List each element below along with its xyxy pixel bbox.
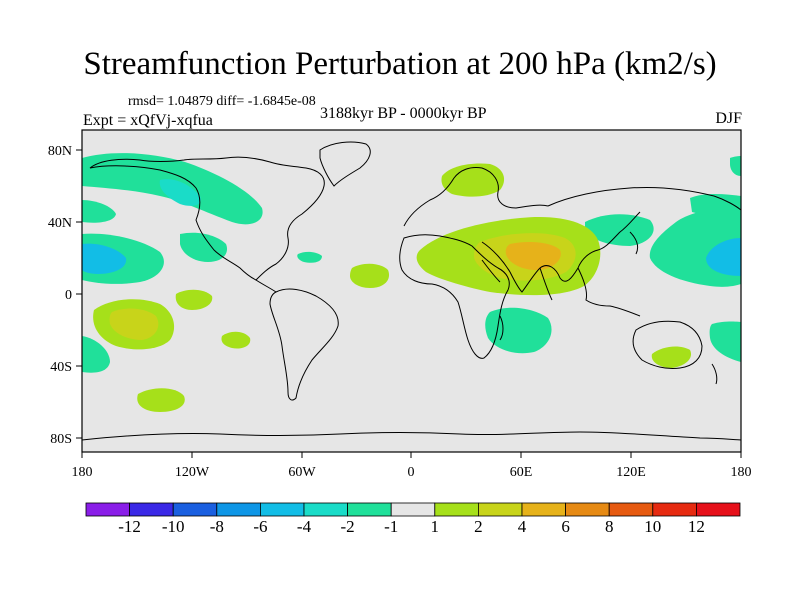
experiment-label: Expt = xQfVj-xqfua [83,112,213,129]
colorbar-label: 6 [561,517,570,536]
coast-asia [481,186,741,293]
coast-south-america [269,288,339,401]
pos-region-south-pacific-low [137,388,185,412]
pos-region-africa-west [350,263,390,288]
lat-axis: 80N 40N 0 40S 80S [48,144,82,447]
pos-region-australia-south [651,346,692,368]
lon-tick-label: 180 [731,465,752,480]
lon-tick-label: 60W [288,465,316,480]
colorbar-label: -12 [118,517,141,536]
colorbar-label: -1 [384,517,398,536]
colorbar-swatch [216,502,261,517]
colorbar-swatch [565,502,610,517]
colorbar-swatch [390,502,436,517]
colorbar-label: 2 [474,517,483,536]
neg-region-caribbean [297,251,322,263]
contour-fills [82,153,741,412]
coast-new-zealand [711,363,718,385]
coast-madagascar [499,315,504,341]
coast-greenland [319,141,371,187]
colorbar-swatch [129,502,174,517]
neg-region-east-pacific-north [690,194,741,217]
lat-tick-label: 80N [48,144,72,159]
coast-antarctica [82,431,741,441]
colorbar-swatch [652,502,697,517]
coast-africa [399,234,510,359]
lat-tick-label: 40N [48,216,72,231]
lat-tick-label: 0 [65,288,72,303]
colorbar-label: 10 [644,517,661,536]
colorbar-swatch [85,502,130,517]
pos-region-scandinavia [441,163,505,197]
neg-region-north-pacific-core [159,179,201,206]
colorbar-label: 4 [518,517,527,536]
lat-tick-label: 80S [50,432,72,447]
lon-tick-label: 180 [72,465,93,480]
pos-region-south-pacific-core [109,308,159,340]
coastlines [82,141,741,441]
neg-region-south-west [82,336,110,373]
coast-central-america [255,279,277,293]
colorbar-swatch [259,502,305,517]
colorbar: -12 -10 -8 -6 -4 -2 -1 1 2 4 6 8 10 12 [85,502,741,536]
colorbar-swatch [172,502,218,517]
colorbar-label: -8 [210,517,224,536]
colorbar-label: -2 [341,517,355,536]
coast-north-america [89,156,325,281]
season-label: DJF [715,110,742,127]
lat-tick-label: 40S [50,360,72,375]
neg-region-mexico [180,232,228,262]
lon-tick-label: 120E [616,465,646,480]
coast-arabia-india [481,259,553,301]
colorbar-swatch [608,502,654,517]
neg-region-south-east [709,321,741,362]
colorbar-label: -10 [162,517,185,536]
colorbar-swatch [347,502,392,517]
plot-title: Streamfunction Perturbation at 200 hPa (… [83,46,717,82]
colorbar-swatch [696,502,741,517]
coast-europe [403,167,549,227]
stats-line: rmsd= 1.04879 diff= -1.6845e-08 [128,94,316,109]
neg-region-east-pacific-core [706,238,741,276]
lon-tick-label: 60E [510,465,533,480]
lon-tick-label: 120W [175,465,210,480]
colorbar-label: 1 [431,517,440,536]
neg-region-west-pacific-core [82,243,127,274]
period-label: 3188kyr BP - 0000kyr BP [320,105,487,122]
pos-region-south-america-east [221,331,251,349]
colorbar-swatch [303,502,348,517]
neg-region-japan [585,214,654,246]
colorbar-swatch [477,502,523,517]
colorbar-swatch [434,502,479,517]
coast-japan [629,231,639,255]
colorbar-label: 8 [605,517,614,536]
neg-region-east-edge [730,156,741,176]
pos-region-asia-core [505,242,561,270]
lon-tick-label: 0 [408,465,415,480]
coast-australia [632,320,703,369]
coast-southeast-asia [577,267,641,317]
colorbar-label: -4 [297,517,312,536]
lon-axis: 180 120W 60W 0 60E 120E 180 [72,452,752,480]
pos-region-south-pacific-small [175,289,213,310]
colorbar-label: 12 [688,517,705,536]
colorbar-label: -6 [253,517,267,536]
neg-region-nw-small [82,200,116,223]
colorbar-swatch [521,502,566,517]
